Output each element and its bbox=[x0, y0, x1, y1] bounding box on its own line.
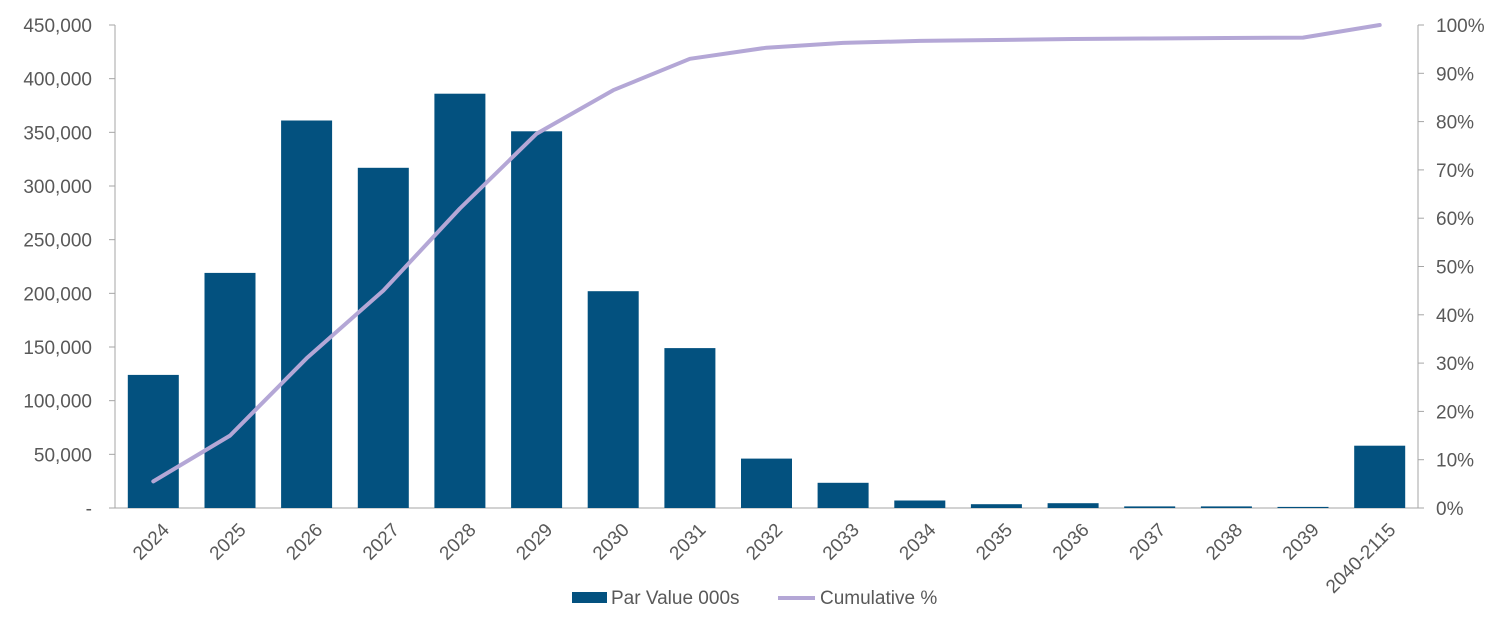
y-right-tick-label: 10% bbox=[1436, 451, 1474, 472]
x-tick-label: 2034 bbox=[896, 519, 941, 564]
y-left-tick-label: 100,000 bbox=[23, 392, 92, 413]
y-left-tick-label: 250,000 bbox=[23, 231, 92, 252]
x-tick-label: 2025 bbox=[206, 520, 251, 565]
x-tick-label: 2028 bbox=[436, 520, 481, 565]
y-right-axis-ticks: 0% 10% 20% 30% 40% 50% 60% 70% 80% 90% 100% bbox=[1418, 16, 1485, 520]
bar bbox=[511, 131, 563, 509]
x-tick-label: 2033 bbox=[819, 520, 864, 565]
bar bbox=[664, 348, 716, 508]
bar bbox=[1047, 503, 1099, 508]
bar bbox=[434, 93, 486, 508]
line-series bbox=[151, 23, 1382, 484]
y-left-tick-label: 200,000 bbox=[23, 284, 92, 305]
bar bbox=[1277, 506, 1329, 508]
y-left-tick-label: 400,000 bbox=[23, 70, 92, 91]
x-tick-label: 2027 bbox=[359, 520, 404, 565]
bar bbox=[970, 504, 1022, 508]
bar bbox=[894, 500, 946, 508]
y-right-tick-label: 60% bbox=[1436, 209, 1474, 230]
bar bbox=[204, 272, 256, 508]
x-tick-label: 2036 bbox=[1049, 520, 1094, 565]
x-tick-label: 2040-2115 bbox=[1322, 520, 1400, 598]
y-left-tick-label: 350,000 bbox=[23, 123, 92, 144]
x-axis-ticks: 2024 2025 2026 2027 2028 2029 2030 2031 2032 2033… bbox=[129, 519, 1400, 597]
cumulative-line bbox=[151, 23, 1382, 484]
y-right-tick-label: 40% bbox=[1436, 306, 1474, 327]
y-right-tick-label: 50% bbox=[1436, 258, 1474, 279]
y-right-tick-label: 70% bbox=[1436, 161, 1474, 182]
y-left-tick-label: 150,000 bbox=[23, 338, 92, 359]
y-left-tick-label: 450,000 bbox=[23, 16, 92, 37]
y-left-axis-ticks: - 50,000 100,000 150,000 200,000 250,000 300,0… bbox=[23, 16, 115, 520]
x-tick-label: 2024 bbox=[129, 519, 174, 564]
bar bbox=[281, 120, 333, 508]
bar bbox=[357, 167, 409, 509]
x-tick-label: 2030 bbox=[589, 520, 634, 565]
x-tick-label: 2032 bbox=[742, 520, 787, 565]
x-tick-label: 2026 bbox=[282, 520, 327, 565]
bar bbox=[1124, 506, 1176, 508]
legend: Par Value 000s Cumulative % bbox=[572, 588, 937, 609]
y-left-tick-label: 50,000 bbox=[34, 445, 92, 466]
y-right-tick-label: 90% bbox=[1436, 64, 1474, 85]
y-left-tick-label: 300,000 bbox=[23, 177, 92, 198]
y-right-tick-label: 80% bbox=[1436, 113, 1474, 134]
y-right-tick-label: 30% bbox=[1436, 354, 1474, 375]
bar bbox=[1200, 506, 1252, 508]
bar bbox=[741, 458, 792, 508]
y-right-tick-label: 0% bbox=[1436, 499, 1464, 520]
y-right-tick-label: 20% bbox=[1436, 402, 1474, 423]
x-tick-label: 2031 bbox=[666, 520, 711, 565]
x-tick-label: 2035 bbox=[972, 520, 1017, 565]
legend-bar-label: Par Value 000s bbox=[611, 588, 740, 609]
bar-series bbox=[127, 93, 1406, 509]
x-tick-label: 2038 bbox=[1202, 520, 1247, 565]
x-tick-label: 2037 bbox=[1126, 520, 1171, 565]
bar bbox=[127, 374, 179, 508]
y-left-tick-label: - bbox=[86, 499, 92, 520]
x-tick-label: 2029 bbox=[512, 520, 557, 565]
bar bbox=[587, 291, 639, 508]
legend-line-label: Cumulative % bbox=[820, 588, 937, 609]
x-tick-label: 2039 bbox=[1279, 520, 1324, 565]
bar bbox=[1354, 445, 1406, 508]
y-right-tick-label: 100% bbox=[1436, 16, 1485, 37]
bar bbox=[817, 482, 869, 508]
legend-bar-swatch bbox=[572, 592, 607, 603]
